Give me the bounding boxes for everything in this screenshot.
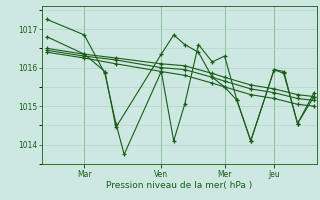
X-axis label: Pression niveau de la mer( hPa ): Pression niveau de la mer( hPa ) — [106, 181, 252, 190]
